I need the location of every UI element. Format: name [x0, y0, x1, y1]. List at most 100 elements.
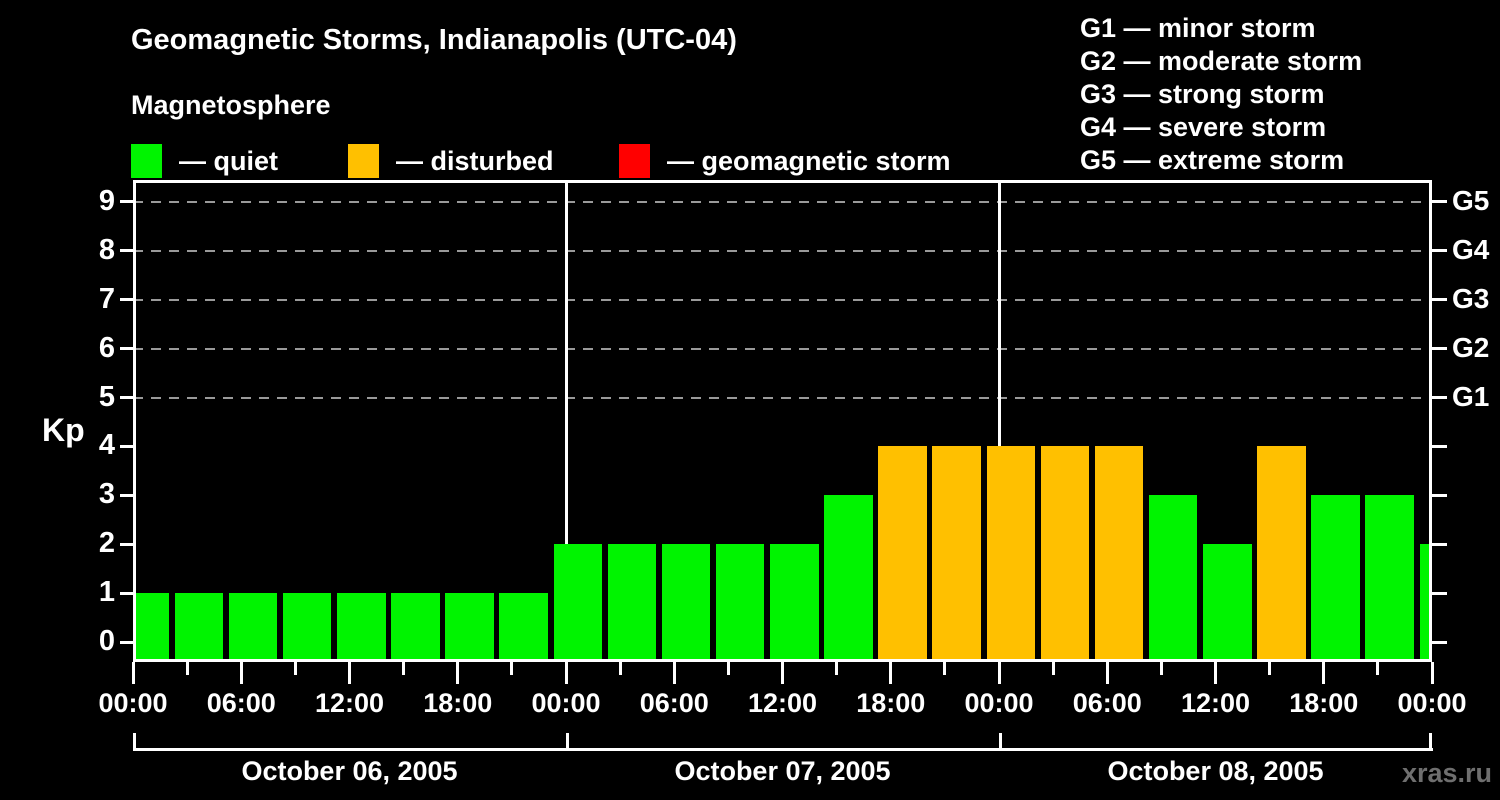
- right-axis-label-g5: G5: [1452, 184, 1490, 216]
- kp-bar: [607, 544, 657, 662]
- x-tick-label: 06:00: [206, 688, 276, 718]
- y-tick-label: 9: [98, 184, 115, 217]
- right-axis-label-g4: G4: [1452, 233, 1490, 265]
- x-tick-label: 06:00: [1072, 688, 1142, 718]
- storm-scale-g5: G5 — extreme storm: [1080, 145, 1345, 175]
- x-axis-minor-tick: [293, 662, 297, 675]
- kp-bar: [1365, 495, 1414, 662]
- x-axis-major-tick: [1105, 662, 1109, 684]
- kp-bar: [1311, 495, 1360, 662]
- x-axis-minor-tick: [402, 662, 406, 675]
- date-bracket-tick: [566, 733, 569, 751]
- y-axis-tick: [120, 542, 133, 546]
- x-axis-major-tick: [997, 662, 1001, 684]
- date-bracket-tick: [133, 733, 136, 751]
- y-tick-label: 4: [98, 429, 115, 462]
- storm-scale-g2: G2 — moderate storm: [1080, 46, 1363, 76]
- kp-bar: [1203, 544, 1252, 662]
- x-axis-major-tick: [239, 662, 243, 684]
- kp-bar: [228, 593, 278, 662]
- page-title: Geomagnetic Storms, Indianapolis (UTC-04…: [131, 24, 737, 56]
- right-axis-tick: [1432, 542, 1447, 546]
- x-tick-label: 12:00: [314, 688, 385, 718]
- gridline-kp9: [133, 200, 1432, 203]
- y-tick-label: 3: [98, 478, 115, 511]
- kp-bar: [1419, 544, 1432, 662]
- x-axis-major-tick: [456, 662, 460, 684]
- kp-bar: [174, 593, 224, 662]
- kp-bar: [133, 593, 169, 662]
- gridline-kp7: [133, 298, 1432, 301]
- kp-bar: [878, 446, 927, 662]
- y-tick-label: 1: [98, 576, 115, 609]
- kp-bar: [824, 495, 873, 662]
- legend-label-storm: — geomagnetic storm: [667, 146, 951, 176]
- x-tick-label: 12:00: [1180, 688, 1251, 718]
- x-axis-major-tick: [781, 662, 784, 684]
- date-bracket-tick: [1429, 733, 1432, 751]
- x-axis-major-tick: [131, 662, 135, 684]
- date-bracket-tick: [999, 733, 1002, 751]
- x-axis-minor-tick: [835, 662, 839, 675]
- chart-subtitle: Magnetosphere: [131, 90, 331, 120]
- kp-bar: [1094, 446, 1144, 662]
- x-tick-label: 00:00: [964, 688, 1034, 718]
- right-axis-label-g3: G3: [1452, 282, 1490, 314]
- storm-scale-legend: G1 — minor storm G2 — moderate storm G3 …: [1080, 12, 1362, 177]
- right-axis-tick: [1432, 200, 1447, 204]
- date-bracket: [133, 748, 1433, 751]
- right-axis-label-g1: G1: [1452, 380, 1490, 412]
- x-axis-minor-tick: [1159, 662, 1163, 675]
- kp-bar: [553, 544, 602, 662]
- y-axis-tick: [120, 444, 133, 448]
- y-tick-label: 7: [98, 282, 115, 315]
- x-tick-label: 06:00: [639, 688, 709, 718]
- kp-bar: [337, 593, 386, 662]
- y-axis-tick: [120, 200, 133, 204]
- gridline-kp6: [133, 347, 1432, 350]
- y-axis-tick: [120, 249, 133, 253]
- x-axis-major-tick: [1430, 662, 1434, 684]
- x-axis-minor-tick: [1376, 662, 1380, 675]
- x-axis-minor-tick: [726, 662, 730, 675]
- plot-area: [133, 180, 1432, 662]
- x-axis-major-tick: [564, 662, 568, 684]
- kp-bar: [770, 544, 819, 662]
- kp-bar: [986, 446, 1035, 662]
- x-tick-label: 18:00: [856, 688, 926, 718]
- right-axis-tick: [1432, 444, 1447, 448]
- kp-bar: [1257, 446, 1306, 662]
- right-axis-tick: [1432, 493, 1447, 497]
- date-label: October 08, 2005: [1107, 756, 1324, 786]
- x-axis-minor-tick: [943, 662, 947, 675]
- date-label: October 06, 2005: [241, 756, 458, 786]
- x-tick-label: 12:00: [747, 688, 818, 718]
- x-tick-label: 18:00: [423, 688, 493, 718]
- right-axis-tick: [1432, 249, 1447, 253]
- kp-bar: [1148, 495, 1198, 662]
- kp-bar: [499, 593, 548, 662]
- x-axis-major-tick: [348, 662, 351, 684]
- date-label: October 07, 2005: [674, 756, 891, 786]
- storm-swatch-icon: [619, 144, 650, 178]
- kp-bar: [282, 593, 332, 662]
- y-tick-label: 6: [98, 331, 115, 364]
- storm-scale-g1: G1 — minor storm: [1080, 13, 1316, 43]
- day-separator-line: [997, 180, 1001, 662]
- storm-scale-g3: G3 — strong storm: [1080, 79, 1325, 109]
- kp-bar: [1040, 446, 1090, 662]
- y-axis-tick: [120, 396, 133, 399]
- x-tick-label: 00:00: [98, 688, 168, 718]
- x-axis-major-tick: [889, 662, 893, 684]
- y-axis-tick: [120, 640, 133, 644]
- x-tick-label: 00:00: [1397, 688, 1467, 718]
- y-axis-label: Kp: [42, 412, 85, 448]
- kp-bar: [391, 593, 440, 662]
- x-axis-major-tick: [1214, 662, 1217, 684]
- x-tick-label: 00:00: [531, 688, 601, 718]
- kp-bar: [445, 593, 494, 662]
- y-tick-label: 0: [98, 625, 115, 657]
- y-axis-tick: [120, 591, 133, 595]
- gridline-kp8: [133, 249, 1432, 252]
